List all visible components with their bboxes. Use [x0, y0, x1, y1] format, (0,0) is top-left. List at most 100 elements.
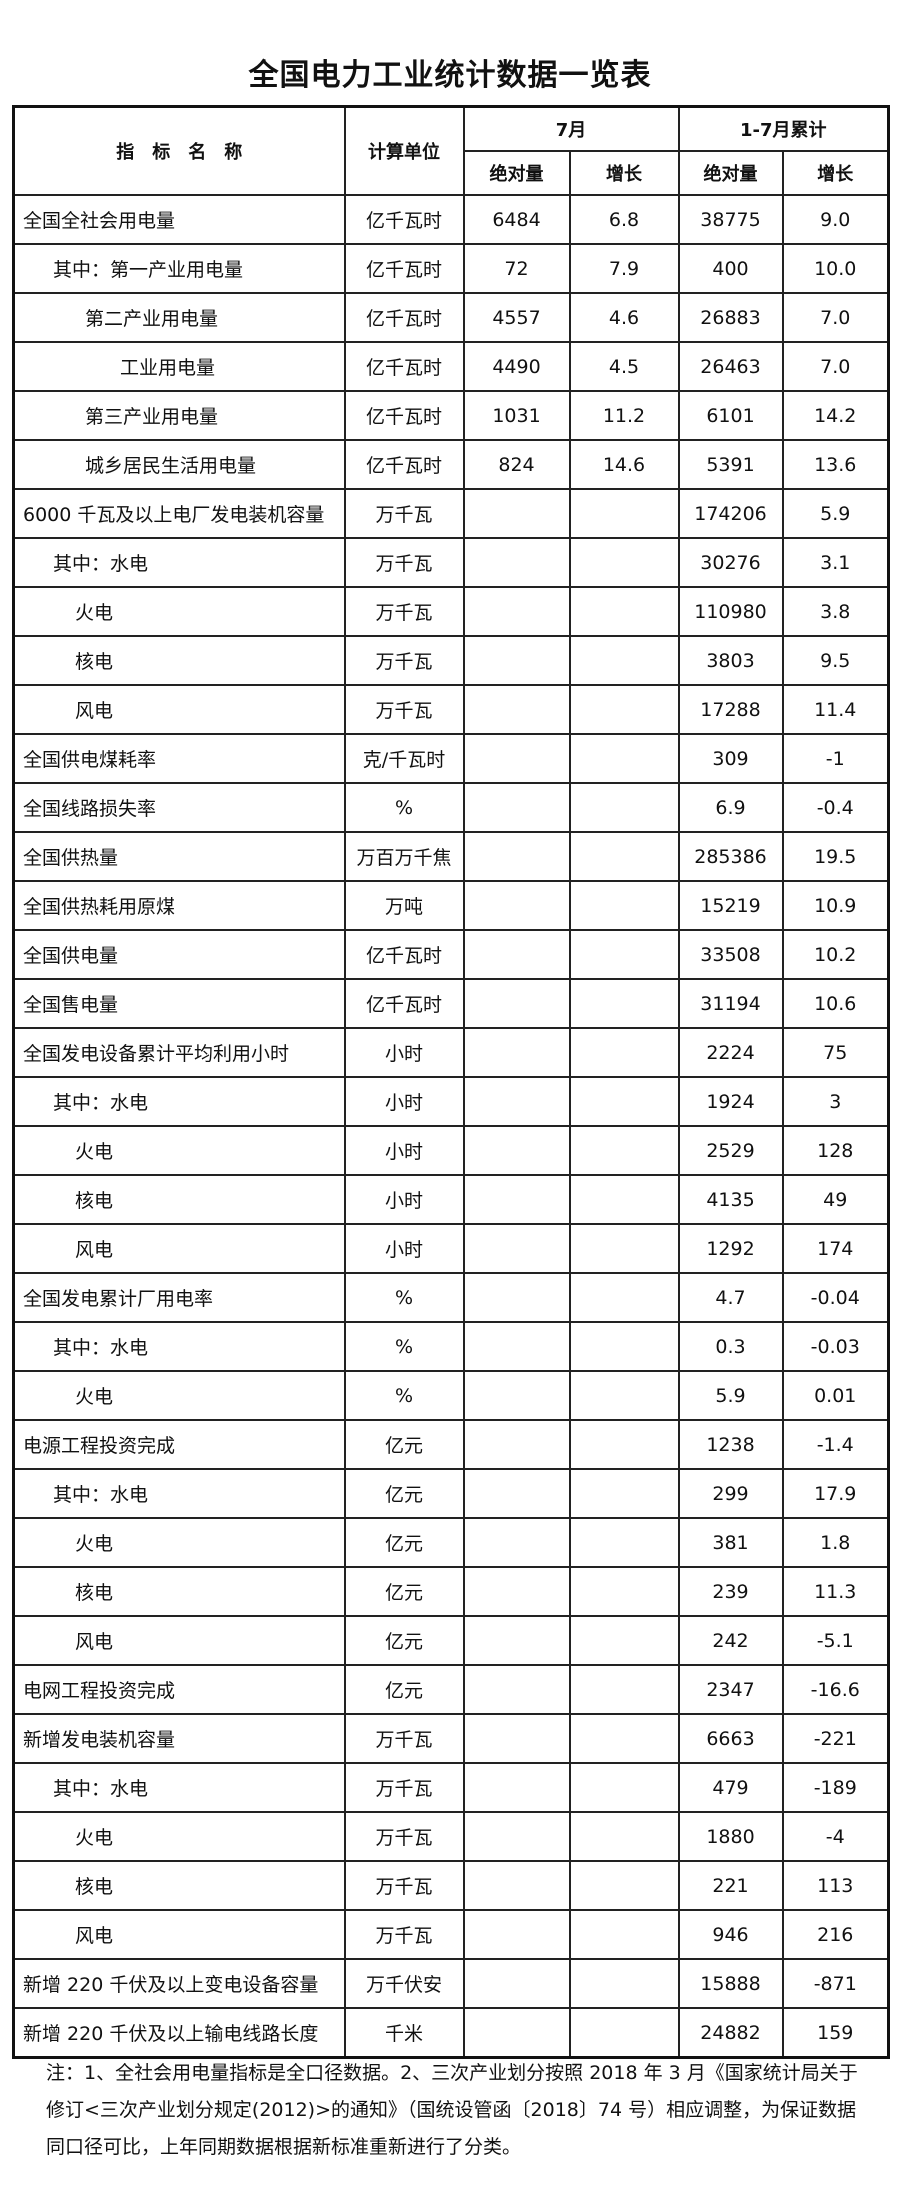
- cell-ytd-absolute: 285386: [677, 831, 784, 882]
- cell-indicator-name: 全国售电量: [12, 978, 346, 1029]
- cell-july-absolute: [462, 635, 571, 686]
- cell-july-growth: [568, 1370, 680, 1421]
- table-row: 核电 亿元 239 11.3: [12, 1566, 890, 1617]
- table-row: 全国发电累计厂用电率% 4.7 -0.04: [12, 1272, 890, 1323]
- cell-ytd-absolute: 2347: [677, 1664, 784, 1715]
- cell-july-growth: [568, 1125, 680, 1176]
- cell-indicator-name: 工业用电量: [12, 341, 346, 392]
- cell-ytd-growth: 17.9: [781, 1468, 890, 1519]
- cell-unit: 万千瓦: [343, 1909, 465, 1960]
- cell-ytd-absolute: 3803: [677, 635, 784, 686]
- cell-indicator-name: 全国供热耗用原煤: [12, 880, 346, 931]
- cell-ytd-absolute: 1880: [677, 1811, 784, 1862]
- cell-july-growth: 6.8: [568, 194, 680, 245]
- cell-july-growth: [568, 1811, 680, 1862]
- cell-july-growth: [568, 586, 680, 637]
- cell-july-absolute: 4490: [462, 341, 571, 392]
- cell-indicator-name: 核电: [12, 1566, 346, 1617]
- cell-ytd-absolute: 6101: [677, 390, 784, 441]
- cell-unit: 万千瓦: [343, 488, 465, 539]
- cell-ytd-absolute: 38775: [677, 194, 784, 245]
- cell-indicator-name: 风电: [12, 1615, 346, 1666]
- table-row: 风电 万千瓦 946 216: [12, 1909, 890, 1960]
- cell-ytd-absolute: 31194: [677, 978, 784, 1029]
- cell-july-growth: 4.5: [568, 341, 680, 392]
- table-row: 其中：水电 亿元 299 17.9: [12, 1468, 890, 1519]
- cell-july-growth: [568, 684, 680, 735]
- cell-unit: 万千瓦: [343, 1762, 465, 1813]
- cell-july-growth: [568, 782, 680, 833]
- header-ytd: 1-7月累计: [677, 105, 890, 152]
- cell-unit: 亿千瓦时: [343, 439, 465, 490]
- cell-ytd-growth: 11.4: [781, 684, 890, 735]
- cell-indicator-name: 全国供热量: [12, 831, 346, 882]
- table-row: 火电% 5.9 0.01: [12, 1370, 890, 1421]
- cell-july-growth: [568, 929, 680, 980]
- cell-ytd-growth: -189: [781, 1762, 890, 1813]
- cell-indicator-name: 全国供电煤耗率: [12, 733, 346, 784]
- cell-july-growth: [568, 978, 680, 1029]
- cell-july-growth: [568, 1664, 680, 1715]
- cell-ytd-absolute: 381: [677, 1517, 784, 1568]
- cell-unit: 小时: [343, 1174, 465, 1225]
- cell-indicator-name: 火电: [12, 1370, 346, 1421]
- cell-ytd-absolute: 1292: [677, 1223, 784, 1274]
- cell-july-absolute: [462, 929, 571, 980]
- table-row: 全国供热耗用原煤 万吨 15219 10.9: [12, 880, 890, 931]
- cell-ytd-growth: 159: [781, 2007, 890, 2059]
- cell-indicator-name: 火电: [12, 1125, 346, 1176]
- table-row: 全国供电煤耗率 克/千瓦时 309 -1: [12, 733, 890, 784]
- table-row: 第三产业用电量 亿千瓦时 1031 11.2 6101 14.2: [12, 390, 890, 441]
- table-row: 新增 220 千伏及以上输电线路长度 千米 24882 159: [12, 2007, 890, 2059]
- table-row: 工业用电量 亿千瓦时 4490 4.5 26463 7.0: [12, 341, 890, 392]
- cell-ytd-absolute: 2529: [677, 1125, 784, 1176]
- cell-july-absolute: 1031: [462, 390, 571, 441]
- cell-unit: 亿千瓦时: [343, 341, 465, 392]
- cell-ytd-growth: 9.5: [781, 635, 890, 686]
- cell-ytd-growth: -871: [781, 1958, 890, 2009]
- cell-july-absolute: [462, 1174, 571, 1225]
- cell-ytd-growth: -5.1: [781, 1615, 890, 1666]
- cell-ytd-growth: 174: [781, 1223, 890, 1274]
- cell-unit: 万千瓦: [343, 1811, 465, 1862]
- cell-july-absolute: [462, 1909, 571, 1960]
- cell-indicator-name: 风电: [12, 1909, 346, 1960]
- cell-unit: %: [343, 1321, 465, 1372]
- table-row: 其中：第一产业用电量 亿千瓦时 72 7.9 400 10.0: [12, 243, 890, 294]
- cell-ytd-absolute: 110980: [677, 586, 784, 637]
- cell-unit: 万千瓦: [343, 537, 465, 588]
- cell-july-growth: [568, 1321, 680, 1372]
- cell-ytd-absolute: 946: [677, 1909, 784, 1960]
- cell-unit: %: [343, 1370, 465, 1421]
- cell-july-absolute: [462, 1566, 571, 1617]
- cell-july-absolute: 824: [462, 439, 571, 490]
- statistics-table: 指 标 名 称 计算单位 7月 1-7月累计 绝对量 增长 绝对量 增长 全国全…: [12, 105, 890, 2059]
- cell-ytd-absolute: 242: [677, 1615, 784, 1666]
- cell-july-absolute: [462, 586, 571, 637]
- cell-indicator-name: 第三产业用电量: [12, 390, 346, 441]
- table-row: 第二产业用电量 亿千瓦时 4557 4.6 26883 7.0: [12, 292, 890, 343]
- cell-ytd-absolute: 400: [677, 243, 784, 294]
- cell-july-growth: [568, 1419, 680, 1470]
- cell-july-absolute: [462, 978, 571, 1029]
- cell-ytd-growth: -1: [781, 733, 890, 784]
- table-row: 其中：水电 万千瓦 479 -189: [12, 1762, 890, 1813]
- table-row: 火电 万千瓦 110980 3.8: [12, 586, 890, 637]
- cell-indicator-name: 核电: [12, 1174, 346, 1225]
- cell-unit: 万千瓦: [343, 1860, 465, 1911]
- cell-indicator-name: 其中：水电: [12, 1762, 346, 1813]
- cell-ytd-absolute: 1238: [677, 1419, 784, 1470]
- table-row: 全国发电设备累计平均利用小时 小时 2224 75: [12, 1027, 890, 1078]
- cell-july-growth: [568, 831, 680, 882]
- table-row: 火电 万千瓦 1880 -4: [12, 1811, 890, 1862]
- cell-unit: %: [343, 782, 465, 833]
- cell-unit: 亿千瓦时: [343, 292, 465, 343]
- cell-ytd-growth: 10.0: [781, 243, 890, 294]
- cell-ytd-growth: 14.2: [781, 390, 890, 441]
- table-row: 6000 千瓦及以上电厂发电装机容量 万千瓦 174206 5.9: [12, 488, 890, 539]
- cell-july-absolute: [462, 1370, 571, 1421]
- cell-ytd-absolute: 4135: [677, 1174, 784, 1225]
- cell-ytd-growth: 7.0: [781, 292, 890, 343]
- cell-ytd-growth: 7.0: [781, 341, 890, 392]
- cell-july-growth: [568, 733, 680, 784]
